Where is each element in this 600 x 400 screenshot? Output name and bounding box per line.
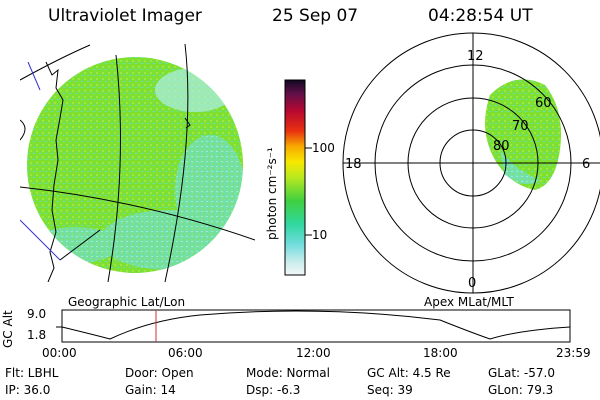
mlat-label-60: 60	[535, 96, 552, 111]
xtick-0000: 00:00	[42, 346, 77, 360]
info-door: Door: Open	[125, 366, 194, 380]
mlat-label-70: 70	[512, 119, 529, 134]
colorbar-tick-10: 10	[312, 228, 328, 242]
gc-alt-axis-label: GC Alt	[1, 310, 15, 348]
mlt-label-6: 6	[582, 157, 591, 172]
coastline	[45, 61, 64, 282]
mlt-label-0: 0	[468, 276, 477, 291]
info-seq: Seq: 39	[367, 383, 413, 397]
ytick-1-8: 1.8	[27, 328, 47, 342]
colorbar-unit-label: photon cm⁻²s⁻¹	[265, 147, 279, 240]
info-glon: GLon: 79.3	[488, 383, 554, 397]
ytick-9: 9.0	[27, 307, 47, 321]
info-glat: GLat: -57.0	[488, 366, 555, 380]
xtick-1200: 12:00	[296, 346, 331, 360]
info-gain: Gain: 14	[125, 383, 176, 397]
altitude-plot	[56, 309, 571, 343]
instrument-title: Ultraviolet Imager	[48, 6, 202, 26]
xtick-2359: 23:59	[556, 346, 591, 360]
colorbar	[284, 79, 306, 276]
info-ip: IP: 36.0	[5, 383, 51, 397]
xtick-0600: 06:00	[168, 346, 203, 360]
apex-label: Apex MLat/MLT	[424, 295, 514, 309]
xtick-1800: 18:00	[423, 346, 458, 360]
polar-plot	[342, 32, 600, 294]
altitude-curve	[61, 310, 571, 340]
mlt-label-12: 12	[467, 49, 484, 64]
info-dsp: Dsp: -6.3	[246, 383, 301, 397]
geographic-label: Geographic Lat/Lon	[68, 295, 186, 309]
date-label: 25 Sep 07	[272, 6, 359, 26]
geographic-image	[20, 43, 255, 282]
time-label: 04:28:54 UT	[428, 6, 533, 26]
mlat-label-80: 80	[493, 139, 510, 154]
info-flt: Flt: LBHL	[5, 366, 59, 380]
colorbar-tick-100: 100	[312, 141, 335, 155]
geo-grid	[20, 43, 255, 282]
info-gcalt: GC Alt: 4.5 Re	[367, 366, 451, 380]
mlt-label-18: 18	[345, 157, 362, 172]
info-mode: Mode: Normal	[246, 366, 330, 380]
